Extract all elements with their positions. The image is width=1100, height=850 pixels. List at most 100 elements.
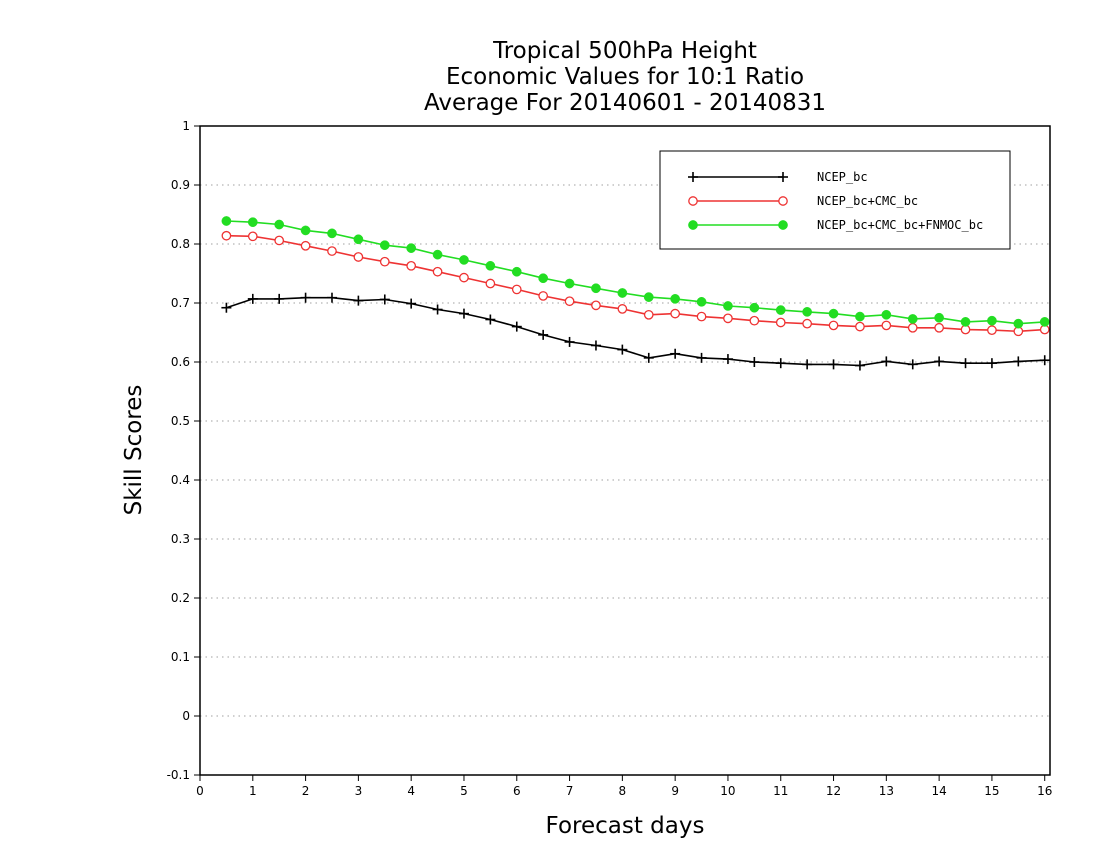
- y-tick-label: 0.6: [171, 355, 190, 369]
- data-point: [688, 220, 698, 230]
- data-point: [960, 358, 971, 369]
- x-tick-label: 1: [249, 784, 257, 798]
- data-point: [828, 359, 839, 370]
- y-tick-label: -0.1: [167, 768, 190, 782]
- chart-title-line-3: Average For 20140601 - 20140831: [424, 90, 826, 116]
- series-line: [226, 296, 1045, 367]
- data-point: [353, 234, 364, 245]
- x-tick-label: 16: [1037, 784, 1052, 798]
- y-tick-label: 0.8: [171, 237, 190, 251]
- y-tick-label: 0.3: [171, 532, 190, 546]
- plot-frame: [199, 125, 1051, 776]
- x-axis-label: Forecast days: [546, 813, 705, 839]
- data-point: [300, 292, 311, 303]
- data-point: [723, 313, 733, 324]
- x-tick-label: 2: [302, 784, 310, 798]
- data-point: [987, 315, 997, 326]
- data-point: [828, 308, 839, 319]
- data-point: [485, 314, 496, 325]
- data-point: [538, 273, 549, 284]
- data-point: [643, 352, 654, 363]
- data-point: [591, 300, 601, 311]
- data-point: [907, 322, 918, 333]
- series-line: [226, 234, 1045, 333]
- data-point: [775, 305, 786, 315]
- x-tick-label: 14: [931, 784, 946, 798]
- x-tick-label: 0: [196, 784, 204, 798]
- data-point: [775, 358, 786, 369]
- data-point: [1013, 318, 1024, 329]
- data-point: [617, 304, 628, 314]
- data-point: [511, 321, 522, 332]
- data-point: [1013, 356, 1024, 367]
- data-point: [300, 225, 311, 236]
- axis-ticks: -0.100.10.20.30.40.50.60.70.80.910 1 2 3 4 5 6…: [167, 119, 1053, 798]
- data-point: [327, 246, 337, 256]
- data-point: [564, 296, 575, 307]
- data-point: [221, 216, 232, 226]
- data-point: [538, 329, 549, 340]
- data-point: [353, 252, 364, 262]
- data-point: [300, 240, 311, 251]
- data-point: [670, 294, 681, 304]
- y-tick-label: 0.9: [171, 178, 190, 192]
- data-point: [221, 302, 232, 313]
- data-point: [247, 231, 258, 242]
- series-1: [221, 292, 1050, 371]
- data-point: [778, 220, 788, 230]
- data-point: [696, 352, 707, 363]
- x-tick-label: 6: [513, 784, 521, 798]
- chart-title-line-2: Economic Values for 10:1 Ratio: [446, 64, 804, 90]
- y-tick-label: 0.7: [171, 296, 190, 310]
- x-tick-label: 3: [355, 784, 363, 798]
- data-point: [854, 360, 865, 371]
- data-point: [458, 308, 469, 319]
- data-point: [907, 359, 918, 370]
- legend-box: [659, 150, 1011, 250]
- y-tick-label: 0: [182, 709, 190, 723]
- data-point: [749, 357, 760, 367]
- x-tick-label: 13: [879, 784, 894, 798]
- x-tick-label: 5: [460, 784, 468, 798]
- data-point: [617, 344, 628, 355]
- data-point: [855, 321, 865, 332]
- data-point: [934, 312, 944, 323]
- data-point: [934, 322, 944, 333]
- legend-item: NCEP_bc+CMC_bc+FNMOC_bc: [688, 218, 983, 232]
- data-point: [591, 283, 601, 294]
- data-point: [564, 278, 575, 289]
- data-point: [688, 196, 698, 206]
- data-point: [485, 278, 496, 289]
- series-2: [221, 230, 1050, 337]
- y-axis-label: Skill Scores: [121, 385, 147, 516]
- data-point: [778, 172, 788, 182]
- data-point: [511, 266, 522, 277]
- chart-title: Tropical 500hPa Height Economic Values f…: [424, 38, 826, 116]
- data-point: [828, 320, 839, 331]
- data-point: [274, 219, 285, 230]
- data-point: [749, 302, 760, 313]
- data-point: [987, 325, 997, 335]
- legend: NCEP_bc NCEP_bc+CMC_bc NCEP_bc+CMC_bc+FNMO…: [659, 150, 1011, 250]
- data-point: [881, 356, 892, 367]
- legend-item: NCEP_bc: [688, 170, 868, 184]
- data-point: [907, 314, 918, 324]
- data-point: [247, 293, 258, 304]
- data-point: [643, 309, 654, 320]
- data-point: [1039, 317, 1050, 327]
- data-point: [617, 288, 628, 298]
- data-point: [986, 358, 997, 369]
- data-point: [459, 255, 469, 265]
- legend-label: NCEP_bc+CMC_bc: [817, 194, 918, 208]
- y-tick-label: 0.1: [171, 650, 190, 664]
- data-point: [379, 256, 390, 267]
- data-point: [778, 196, 788, 206]
- x-tick-label: 9: [671, 784, 679, 798]
- data-point: [802, 318, 812, 329]
- x-tick-label: 8: [619, 784, 627, 798]
- series-3: [221, 216, 1050, 329]
- y-tick-label: 1: [182, 119, 190, 133]
- data-point: [511, 284, 522, 295]
- data-point: [327, 228, 337, 239]
